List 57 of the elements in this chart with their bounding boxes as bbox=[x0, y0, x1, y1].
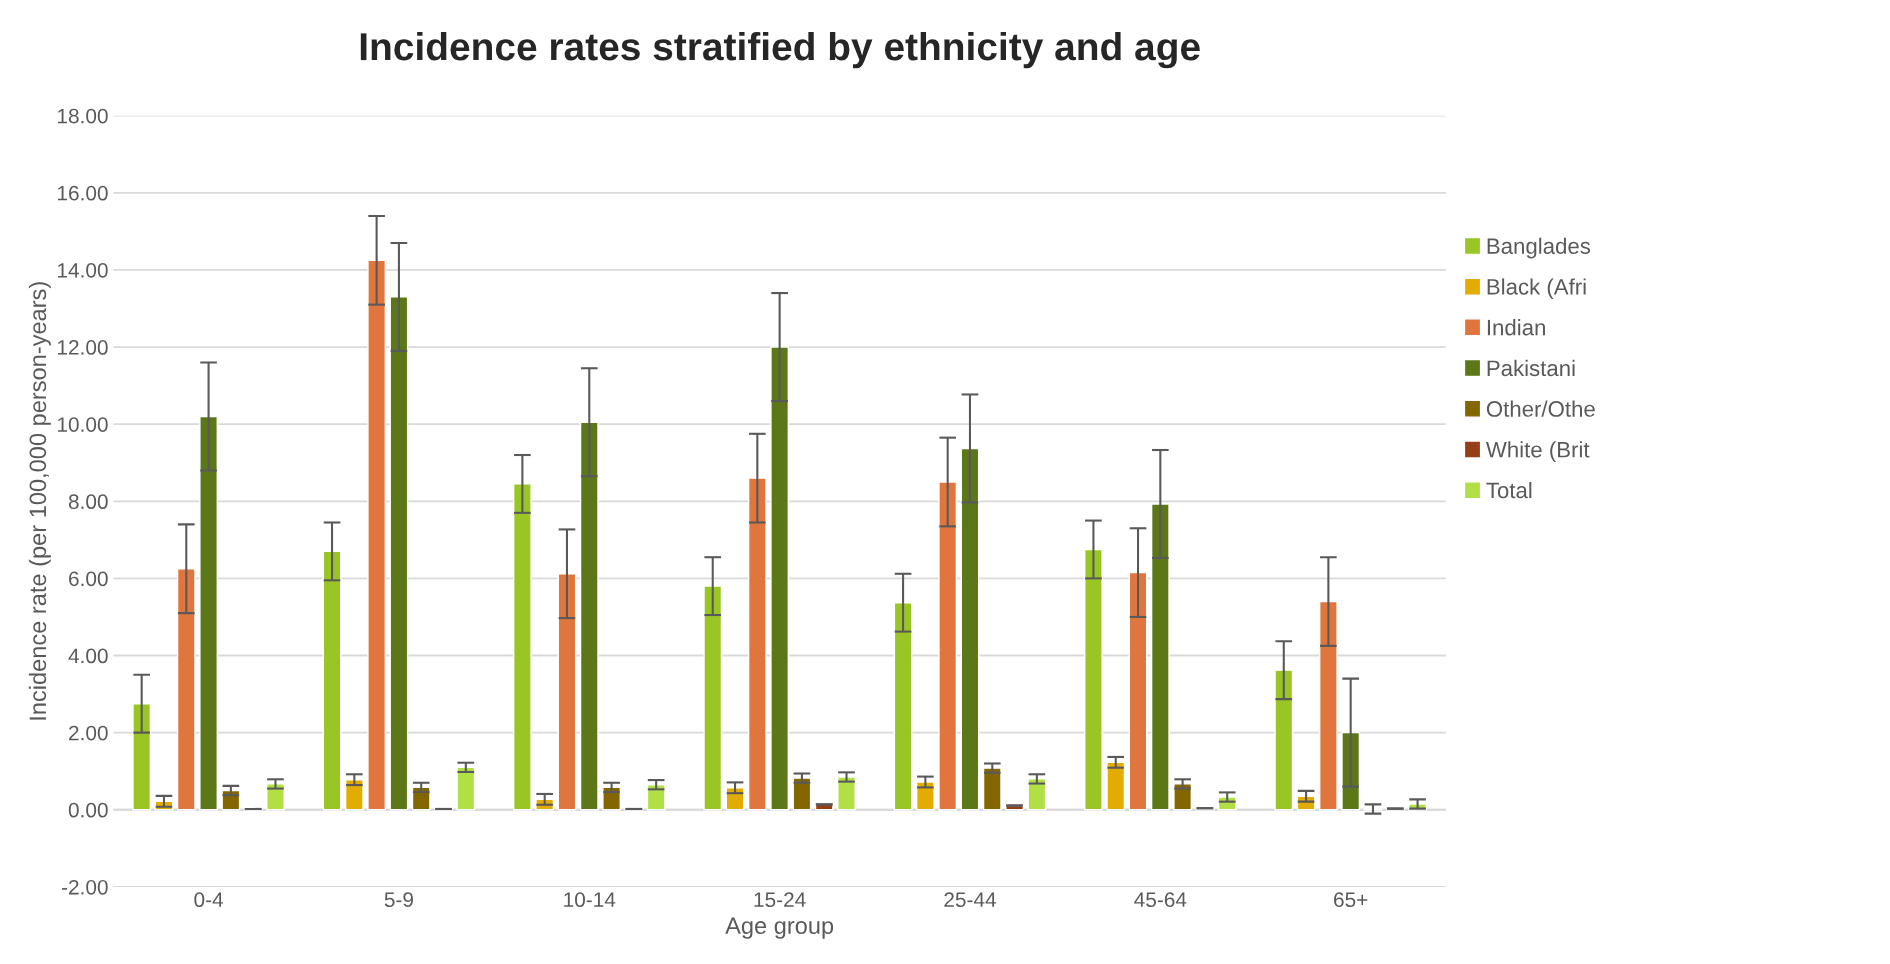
bar bbox=[322, 550, 342, 811]
x-tick-label: 0-4 bbox=[194, 892, 224, 908]
bar bbox=[982, 767, 1002, 811]
y-tick-label: -2.00 bbox=[61, 879, 108, 895]
bar bbox=[1318, 600, 1338, 811]
legend-label: White (Brit bbox=[1485, 441, 1590, 462]
bar bbox=[176, 568, 196, 811]
x-tick-label: 45-64 bbox=[1134, 892, 1187, 908]
x-axis-title: Age group bbox=[725, 917, 834, 939]
bar bbox=[915, 781, 935, 811]
bar bbox=[893, 601, 913, 811]
y-tick-label: 18.00 bbox=[58, 108, 108, 124]
bar bbox=[1128, 571, 1148, 811]
y-tick-label: 10.00 bbox=[58, 417, 108, 432]
bar bbox=[367, 259, 387, 811]
bar bbox=[938, 481, 958, 811]
bar bbox=[960, 447, 980, 811]
bar bbox=[770, 346, 790, 811]
x-tick-label: 10-14 bbox=[564, 892, 616, 908]
bar bbox=[646, 784, 666, 811]
bar bbox=[199, 415, 218, 811]
y-tick-label: 8.00 bbox=[68, 494, 108, 510]
x-tick-label: 15-24 bbox=[754, 892, 806, 908]
y-tick-label: 0.00 bbox=[68, 802, 108, 818]
bar bbox=[1084, 548, 1103, 811]
x-tick-label: 65+ bbox=[1334, 892, 1368, 908]
bar bbox=[512, 483, 532, 811]
legend-label: Other/Othe bbox=[1486, 400, 1595, 417]
bar bbox=[1150, 503, 1170, 811]
bar bbox=[1106, 761, 1126, 811]
legend-label: Pakistani bbox=[1487, 359, 1575, 377]
bar bbox=[747, 477, 767, 811]
x-tick-label: 25-44 bbox=[944, 892, 997, 908]
bar bbox=[1027, 778, 1047, 811]
chart-title: Incidence rates stratified by ethnicity and age bbox=[360, 31, 1200, 69]
legend-label: Total bbox=[1486, 481, 1532, 499]
bar bbox=[837, 776, 856, 811]
bar bbox=[579, 421, 599, 811]
bar bbox=[792, 777, 812, 811]
legend-label: Black (Afri bbox=[1487, 278, 1586, 300]
bar bbox=[703, 585, 723, 811]
legend-label: Indian bbox=[1487, 319, 1545, 336]
bar bbox=[557, 573, 577, 811]
y-axis-title: Incidence rate (per 100,000 person-years) bbox=[28, 282, 51, 720]
y-tick-label: 12.00 bbox=[58, 340, 108, 355]
x-tick-label: 5-9 bbox=[384, 892, 413, 908]
y-tick-label: 16.00 bbox=[58, 185, 108, 201]
y-tick-label: 14.00 bbox=[58, 262, 108, 278]
y-tick-label: 4.00 bbox=[68, 648, 108, 664]
bar bbox=[132, 703, 152, 811]
y-tick-label: 2.00 bbox=[69, 725, 108, 741]
y-tick-label: 6.00 bbox=[69, 571, 108, 587]
bar bbox=[456, 766, 476, 811]
legend-label: Banglades bbox=[1487, 237, 1591, 259]
bar bbox=[389, 296, 409, 811]
bar bbox=[1274, 669, 1294, 811]
bar bbox=[1173, 783, 1193, 811]
